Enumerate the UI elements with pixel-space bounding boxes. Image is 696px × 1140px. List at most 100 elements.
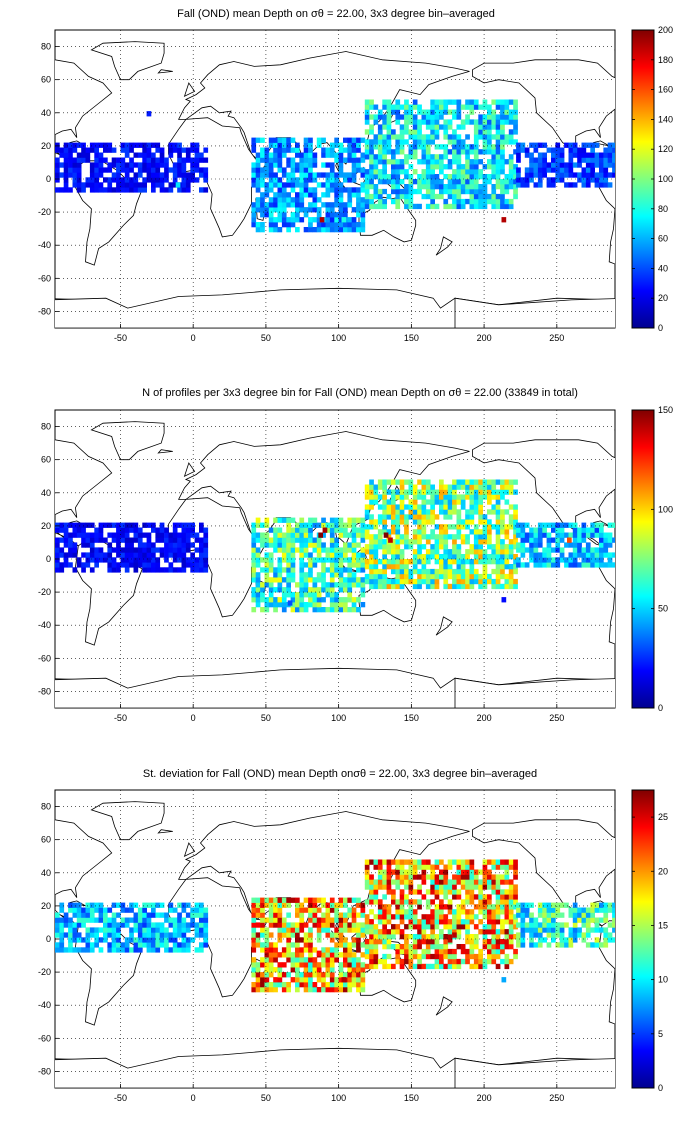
data-cell: [89, 522, 95, 528]
data-cell: [495, 929, 501, 935]
data-cell: [316, 587, 322, 593]
data-cell: [478, 549, 483, 555]
data-cell: [159, 182, 165, 188]
data-cell: [551, 147, 556, 153]
data-cell: [430, 159, 435, 165]
data-cell: [508, 119, 514, 125]
data-cell: [255, 137, 261, 143]
data-cell: [111, 932, 117, 938]
data-cell: [443, 544, 449, 550]
data-cell: [546, 907, 552, 913]
data-cell: [452, 953, 457, 960]
data-cell: [316, 222, 322, 228]
data-cell: [391, 514, 396, 520]
data-cell: [63, 537, 69, 543]
data-cell: [572, 527, 578, 533]
data-cell: [373, 524, 379, 530]
data-cell: [146, 927, 152, 933]
data-cell: [585, 167, 591, 173]
data-cell: [508, 489, 514, 495]
data-cell: [456, 919, 462, 925]
coastline-shape: [692, 118, 696, 237]
data-cell: [430, 129, 435, 135]
data-cell: [277, 147, 283, 153]
data-cell: [334, 542, 339, 548]
data-cell: [508, 169, 514, 175]
data-cell: [487, 909, 492, 915]
data-cell: [281, 982, 287, 988]
data-cell: [425, 114, 431, 120]
data-cell: [360, 972, 366, 978]
data-cell: [473, 188, 479, 195]
data-cell: [329, 152, 335, 158]
data-cell: [520, 552, 526, 558]
data-cell: [255, 587, 261, 593]
data-cell: [460, 198, 466, 205]
data-cell: [551, 932, 556, 938]
data-cell: [495, 544, 501, 550]
data-cell: [273, 987, 278, 993]
data-cell: [473, 934, 479, 940]
data-cell: [391, 188, 396, 195]
data-cell: [491, 164, 497, 170]
data-cell: [343, 542, 348, 548]
data-cell: [286, 587, 291, 593]
data-cell: [487, 544, 492, 550]
data-cell: [142, 152, 147, 158]
data-cell: [124, 522, 130, 528]
data-cell: [504, 134, 510, 140]
data-cell: [338, 547, 344, 553]
data-cell: [312, 522, 318, 528]
data-cell: [369, 884, 374, 890]
data-cell: [412, 188, 418, 195]
data-cell: [303, 207, 309, 213]
data-cell: [89, 947, 95, 953]
data-cell: [329, 537, 335, 543]
data-cell: [425, 944, 431, 950]
data-cell: [146, 542, 152, 548]
data-cell: [172, 527, 178, 533]
data-cell: [473, 179, 479, 185]
data-cell: [268, 902, 274, 908]
data-cell: [382, 149, 387, 155]
data-cell: [338, 582, 344, 588]
data-cell: [286, 567, 291, 573]
data-cell: [504, 914, 510, 920]
data-cell: [594, 557, 600, 563]
data-cell: [439, 479, 444, 485]
data-cell: [343, 222, 348, 228]
data-cell: [273, 907, 278, 913]
data-cell: [564, 182, 569, 188]
data-cell: [295, 602, 300, 608]
data-cell: [338, 607, 344, 613]
data-cell: [487, 193, 492, 200]
data-cell: [504, 174, 510, 180]
data-cell: [460, 864, 466, 870]
data-cell: [255, 522, 261, 528]
data-cell: [559, 527, 565, 533]
data-cell: [607, 152, 613, 158]
data-cell: [308, 907, 313, 913]
data-cell: [164, 557, 169, 563]
data-cell: [316, 212, 322, 218]
data-cell: [425, 573, 431, 580]
data-cell: [281, 167, 287, 173]
data-cell: [452, 963, 457, 970]
data-cell: [460, 554, 466, 560]
data-cell: [177, 927, 182, 933]
data-cell: [299, 152, 305, 158]
data-cell: [343, 982, 348, 988]
data-cell: [94, 562, 99, 568]
data-cell: [63, 152, 69, 158]
data-cell: [89, 932, 95, 938]
data-cell: [312, 177, 318, 183]
data-cell: [347, 192, 353, 198]
data-cell: [151, 907, 156, 913]
data-cell: [281, 202, 287, 208]
data-cell: [76, 157, 82, 163]
data-cell: [443, 499, 449, 505]
data-cell: [542, 927, 547, 933]
data-cell: [434, 203, 440, 210]
data-cell: [607, 182, 613, 188]
data-cell: [255, 912, 261, 918]
